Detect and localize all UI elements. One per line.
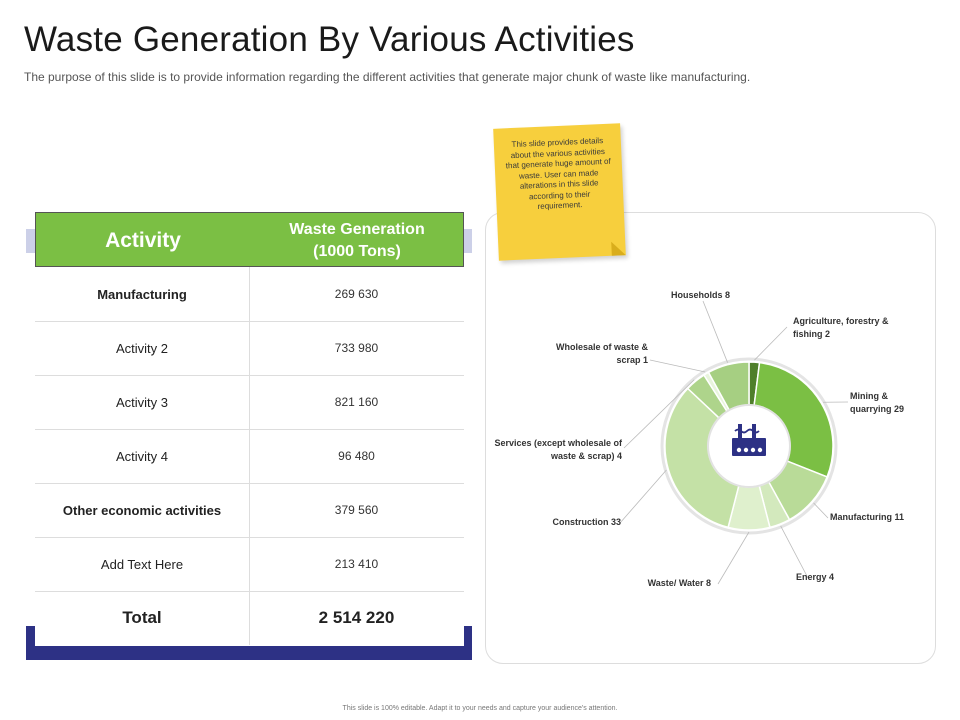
- table-row: Activity 4 96 480: [35, 429, 464, 484]
- slice-label: Services (except wholesale of waste & sc…: [494, 438, 622, 461]
- leader-line: [649, 359, 706, 373]
- donut-chart: [619, 300, 849, 585]
- leader-line: [623, 379, 695, 449]
- waste-table: Activity Waste Generation (1000 Tons) Ma…: [35, 212, 464, 646]
- slice-label: Construction 33: [552, 517, 621, 527]
- slice-label: Energy 4: [796, 572, 835, 582]
- slice-label: Waste/ Water 8: [647, 578, 711, 588]
- slice-label: Mining & quarrying 29: [850, 391, 905, 414]
- table-row: Manufacturing 269 630: [35, 267, 464, 322]
- waste-value-cell: 733 980: [334, 341, 379, 355]
- header-activity: Activity: [105, 228, 181, 252]
- slice-label: Households 8: [671, 290, 731, 300]
- activity-cell: Add Text Here: [35, 537, 250, 591]
- leader-line: [754, 326, 788, 361]
- sticky-note: This slide provides details about the va…: [493, 123, 626, 261]
- activity-cell: Activity 2: [35, 321, 250, 375]
- activity-cell: Activity 4: [35, 429, 250, 483]
- slice-label: Wholesale of waste & scrap 1: [555, 342, 648, 365]
- leader-line: [813, 502, 829, 519]
- page-subtitle: The purpose of this slide is to provide …: [24, 70, 751, 84]
- table-header: Activity Waste Generation (1000 Tons): [35, 212, 464, 267]
- table-row: Other economic activities 379 560: [35, 483, 464, 538]
- activity-cell: Activity 3: [35, 375, 250, 429]
- waste-value-cell: 821 160: [334, 395, 379, 409]
- leader-line: [702, 300, 728, 363]
- slice-label: Agriculture, forestry & fishing 2: [793, 316, 889, 339]
- waste-value-cell: 96 480: [338, 449, 375, 463]
- header-waste-generation: Waste Generation (1000 Tons): [289, 220, 425, 260]
- sticky-note-fold: [611, 241, 626, 256]
- table-row: Activity 2 733 980: [35, 321, 464, 376]
- slice-label: Manufacturing 11: [830, 512, 905, 522]
- waste-value-cell: 269 630: [334, 287, 379, 301]
- activity-cell: Other economic activities: [35, 483, 250, 537]
- table-row: Activity 3 821 160: [35, 375, 464, 430]
- footer-text: This slide is 100% editable. Adapt it to…: [342, 705, 618, 712]
- leader-line: [619, 469, 667, 524]
- total-label: Total: [35, 591, 250, 645]
- waste-value-cell: 213 410: [334, 557, 379, 571]
- waste-value-cell: 379 560: [334, 503, 379, 517]
- leader-line: [717, 531, 750, 585]
- page-title: Waste Generation By Various Activities: [24, 20, 635, 59]
- table-row-total: Total 2 514 220: [35, 591, 464, 645]
- chart-card: Agriculture, forestry & fishing 2 Mining …: [485, 212, 936, 664]
- table-row: Add Text Here 213 410: [35, 537, 464, 592]
- factory-icon: [732, 424, 766, 456]
- total-value: 2 514 220: [318, 608, 395, 627]
- leader-line: [780, 525, 809, 579]
- activity-cell: Manufacturing: [35, 267, 250, 321]
- sticky-note-text: This slide provides details about the va…: [505, 136, 611, 211]
